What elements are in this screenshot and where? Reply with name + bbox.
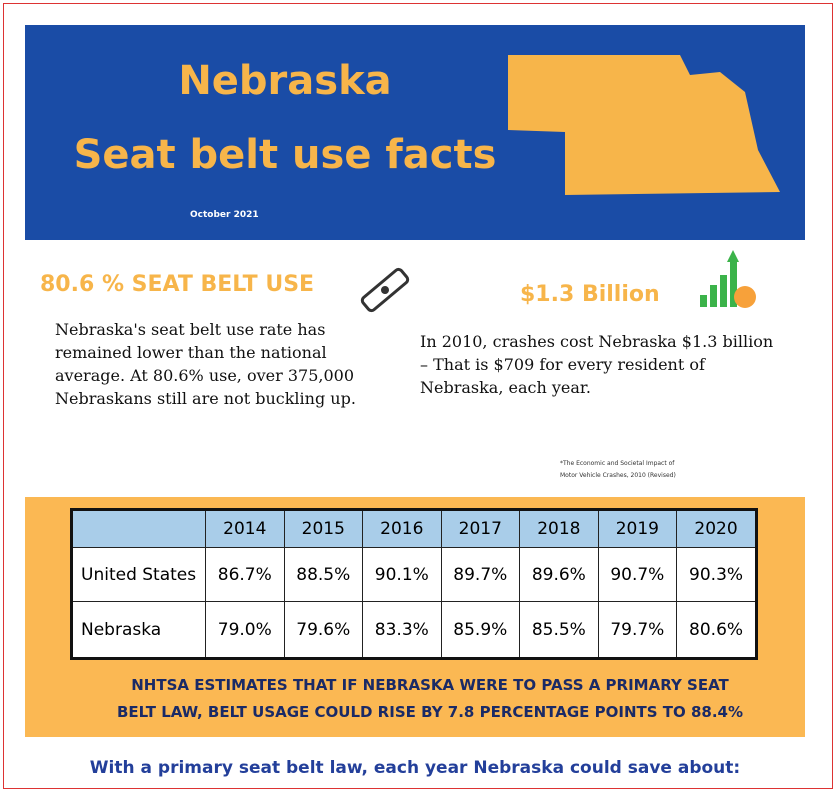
- title: Nebraska: [178, 58, 392, 104]
- nebraska-map: [508, 55, 780, 195]
- row-label: Nebraska: [71, 601, 206, 659]
- header-row: 2014 2015 2016 2017 2018 2019 2020: [71, 509, 757, 548]
- table-cell: 89.7%: [440, 546, 521, 603]
- table-cell: 90.3%: [676, 546, 757, 603]
- frame: [3, 3, 833, 789]
- column-header: 2014: [205, 509, 285, 548]
- table-cell: 79.0%: [205, 601, 285, 659]
- table-cell: 79.6%: [283, 601, 364, 659]
- column-header: 2019: [597, 509, 678, 548]
- stat-heading: $1.3 Billion: [520, 282, 660, 307]
- estimate: BELT LAW, BELT USAGE COULD RISE BY 7.8 P…: [116, 703, 744, 721]
- title: Seat belt use facts: [73, 132, 497, 178]
- table-cell: 90.7%: [597, 546, 678, 603]
- footnote: *The Economic and Societal Impact of Moto…: [560, 458, 676, 482]
- footer: With a primary seat belt law, each year …: [89, 758, 741, 778]
- table-cell: 88.5%: [283, 546, 364, 603]
- table-row: United States 86.7% 88.5% 90.1% 89.7% 89.6% 90…: [71, 546, 757, 603]
- column-header: 2017: [440, 509, 521, 548]
- estimate: NHTSA ESTIMATES THAT IF NEBRASKA WERE TO…: [131, 676, 729, 694]
- footnote-line: Motor Vehicle Crashes, 2010 (Revised): [560, 472, 676, 479]
- stat-heading: 80.6 % SEAT BELT USE: [40, 272, 315, 297]
- table-cell: 80.6%: [676, 601, 757, 659]
- data-table: 2014 2015 2016 2017 2018 2019 2020 United State…: [70, 508, 758, 660]
- date: October 2021: [190, 210, 259, 220]
- corner-cell: [71, 509, 206, 548]
- growth-icon: [700, 250, 756, 308]
- table-cell: 83.3%: [362, 601, 442, 659]
- footnote-line: *The Economic and Societal Impact of: [560, 460, 675, 467]
- row-label: United States: [71, 546, 206, 603]
- seatbelt-icon: [360, 267, 410, 313]
- table-cell: 90.1%: [362, 546, 442, 603]
- stat-text: Nebraska's seat belt use rate has remain…: [55, 320, 356, 408]
- table-cell: 85.5%: [519, 601, 599, 659]
- table-cell: 85.9%: [440, 601, 521, 659]
- table-cell: 86.7%: [205, 546, 285, 603]
- table-cell: 79.7%: [597, 601, 678, 659]
- column-header: 2020: [676, 509, 757, 548]
- table-row: Nebraska 79.0% 79.6% 83.3% 85.9% 85.5% 79.7% 80…: [71, 601, 757, 659]
- table-cell: 89.6%: [519, 546, 599, 603]
- column-header: 2018: [519, 509, 599, 548]
- column-header: 2016: [362, 509, 442, 548]
- stat-text: In 2010, crashes cost Nebraska $1.3 bill…: [420, 332, 774, 397]
- column-header: 2015: [283, 509, 364, 548]
